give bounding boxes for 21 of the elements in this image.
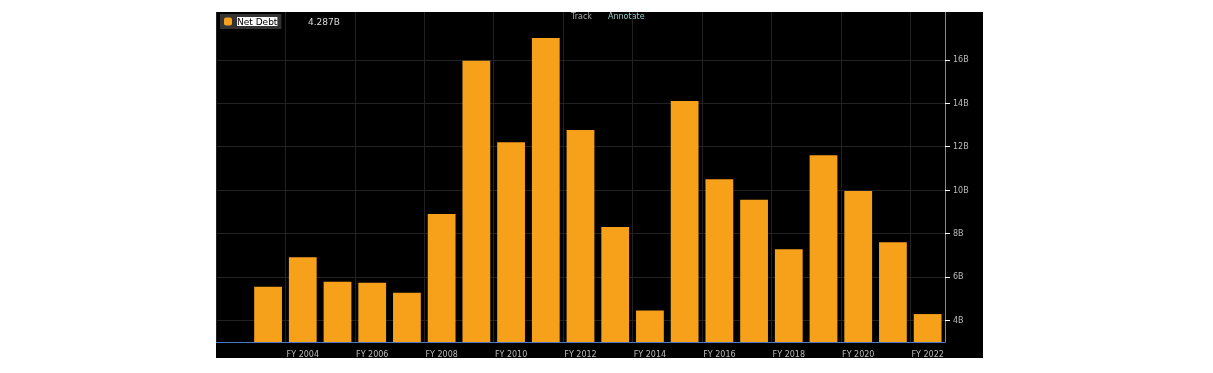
x-tick-label: FY 2020 [842,349,875,359]
y-tick-label: 4B [953,315,964,325]
annotation: 4.287B [308,16,340,27]
y-tick-label: 14B [953,98,969,108]
x-tick-label: FY 2010 [494,349,528,359]
x-tick-label: FY 2006 [356,349,389,359]
annotation: Track [570,11,593,21]
x-tick-label: FY 2018 [772,349,805,359]
annotation: Annotate [608,11,645,21]
x-tick-label: FY 2014 [633,349,667,359]
y-tick-label: 12B [953,142,969,152]
legend-label: Net Debt [237,16,278,27]
x-tick-label: FY 2008 [425,349,458,359]
x-tick-label: FY 2012 [564,349,597,359]
y-tick-label: 16B [953,55,969,65]
y-tick-label: 10B [953,185,969,195]
x-tick-label: FY 2022 [911,349,944,359]
y-tick-label: 8B [953,228,964,238]
x-tick-label: FY 2004 [286,349,319,359]
y-tick-label: 6B [953,272,964,282]
x-tick-label: FY 2016 [703,349,736,359]
